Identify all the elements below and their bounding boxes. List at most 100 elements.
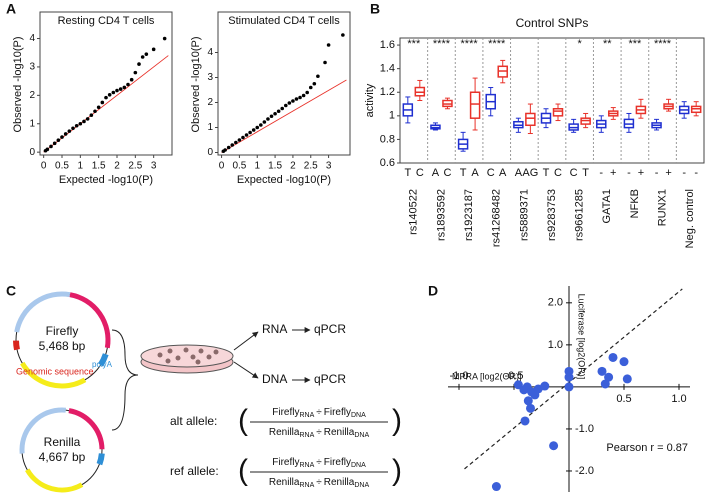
allele-label: A — [432, 167, 440, 179]
allele-label: T — [404, 167, 411, 179]
point — [540, 381, 550, 391]
term: ÷ — [316, 427, 322, 438]
point — [133, 70, 138, 75]
formula-label: alt allele: — [170, 414, 217, 428]
y-tick-label: 3 — [207, 72, 213, 83]
allele-label: A — [471, 167, 479, 179]
point — [526, 403, 535, 413]
term: Renilla — [269, 477, 300, 488]
formulas: alt allele:()FireflyRNA ÷ FireflyDNARenill… — [170, 404, 402, 489]
x-tick-label: 1.0 — [671, 393, 686, 405]
x-tick-label: 0.5 — [616, 393, 631, 405]
formula-numerator: FireflyRNA ÷ FireflyDNA — [272, 457, 366, 470]
x-tick-label: rs9661285 — [574, 189, 586, 241]
significance: ** — [603, 38, 612, 50]
x-tick-label: RUNX1 — [656, 189, 668, 226]
x-tick-label: -1.0 — [450, 370, 469, 382]
dish-top — [140, 344, 234, 368]
cells — [157, 347, 219, 365]
paren: ) — [392, 454, 402, 487]
point — [276, 109, 281, 114]
point — [104, 95, 108, 100]
significance: **** — [461, 38, 479, 50]
point — [223, 148, 227, 152]
significance: *** — [407, 38, 421, 50]
x-tick-label: rs5889371 — [518, 189, 530, 241]
point — [162, 36, 167, 41]
term: Firefly — [324, 457, 351, 468]
y-tick-label: 0 — [29, 147, 35, 158]
reference-line — [43, 55, 169, 153]
point — [144, 52, 149, 56]
point — [67, 129, 72, 133]
allele-label: - — [694, 167, 698, 179]
point — [564, 372, 574, 382]
term: Renilla — [324, 477, 355, 488]
y-tick-label: 2.0 — [548, 297, 563, 309]
readout: RNA — [262, 322, 287, 336]
point — [60, 135, 64, 139]
allele-label: T — [460, 167, 467, 179]
paren: ) — [392, 404, 402, 437]
point — [600, 379, 610, 389]
point — [100, 100, 105, 105]
x-axis-label: Expected -log10(P) — [237, 174, 331, 186]
point — [129, 77, 134, 82]
allele-label: C — [570, 167, 578, 179]
point — [301, 93, 306, 98]
chart-title: Stimulated CD4 T cells — [228, 15, 340, 27]
point — [341, 33, 345, 37]
y-tick-label: 1.0 — [548, 339, 563, 351]
polya-segment — [19, 407, 105, 493]
formula-denominator: RenillaRNA ÷ RenillaDNA — [269, 477, 370, 490]
plasmid-name: Renilla — [44, 435, 81, 449]
term: ÷ — [316, 407, 322, 418]
x-tick-label: 0 — [219, 161, 225, 172]
y-tick-label: 0.6 — [380, 157, 395, 169]
term: Firefly — [272, 407, 299, 418]
segment — [19, 407, 105, 493]
cell-dish — [140, 344, 234, 374]
subscript: DNA — [351, 412, 366, 419]
point — [291, 99, 295, 103]
subscript: RNA — [299, 432, 314, 439]
x-axis-label: MPRA [log2(OR)] — [452, 371, 522, 381]
subscript: RNA — [299, 462, 314, 469]
box — [552, 108, 564, 117]
segment — [19, 407, 105, 493]
point — [491, 482, 501, 492]
y-tick-label: 4 — [29, 33, 35, 44]
allele-label: T — [582, 167, 589, 179]
y-tick-label: 0.8 — [380, 133, 395, 145]
point — [604, 372, 614, 382]
allele-label: C — [487, 167, 495, 179]
y-tick-label: 1.4 — [380, 63, 395, 75]
segment — [19, 407, 105, 493]
point — [82, 119, 86, 124]
y-tick-label: 4 — [207, 47, 213, 58]
point — [234, 140, 238, 145]
point — [241, 135, 245, 140]
x-tick-label: rs140522 — [408, 189, 420, 235]
annotation: Pearson r = 0.87 — [606, 442, 688, 454]
y-tick-label: 3 — [29, 62, 35, 73]
y-tick-label: 1 — [29, 118, 35, 129]
point — [564, 382, 574, 392]
plot-frame — [399, 37, 705, 164]
point — [71, 126, 75, 131]
point — [52, 141, 57, 146]
point — [137, 62, 141, 66]
panel-label: B — [370, 1, 380, 17]
point — [126, 82, 130, 87]
assay: qPCR — [314, 322, 346, 336]
subscript: RNA — [299, 482, 314, 489]
merge-brace — [111, 329, 139, 431]
x-tick-label: NFKB — [629, 189, 641, 218]
point — [118, 87, 123, 91]
segment — [13, 291, 111, 389]
point — [283, 103, 288, 108]
allele-label: + — [610, 167, 616, 179]
point — [251, 128, 256, 132]
x-tick-label: GATA1 — [601, 189, 613, 223]
